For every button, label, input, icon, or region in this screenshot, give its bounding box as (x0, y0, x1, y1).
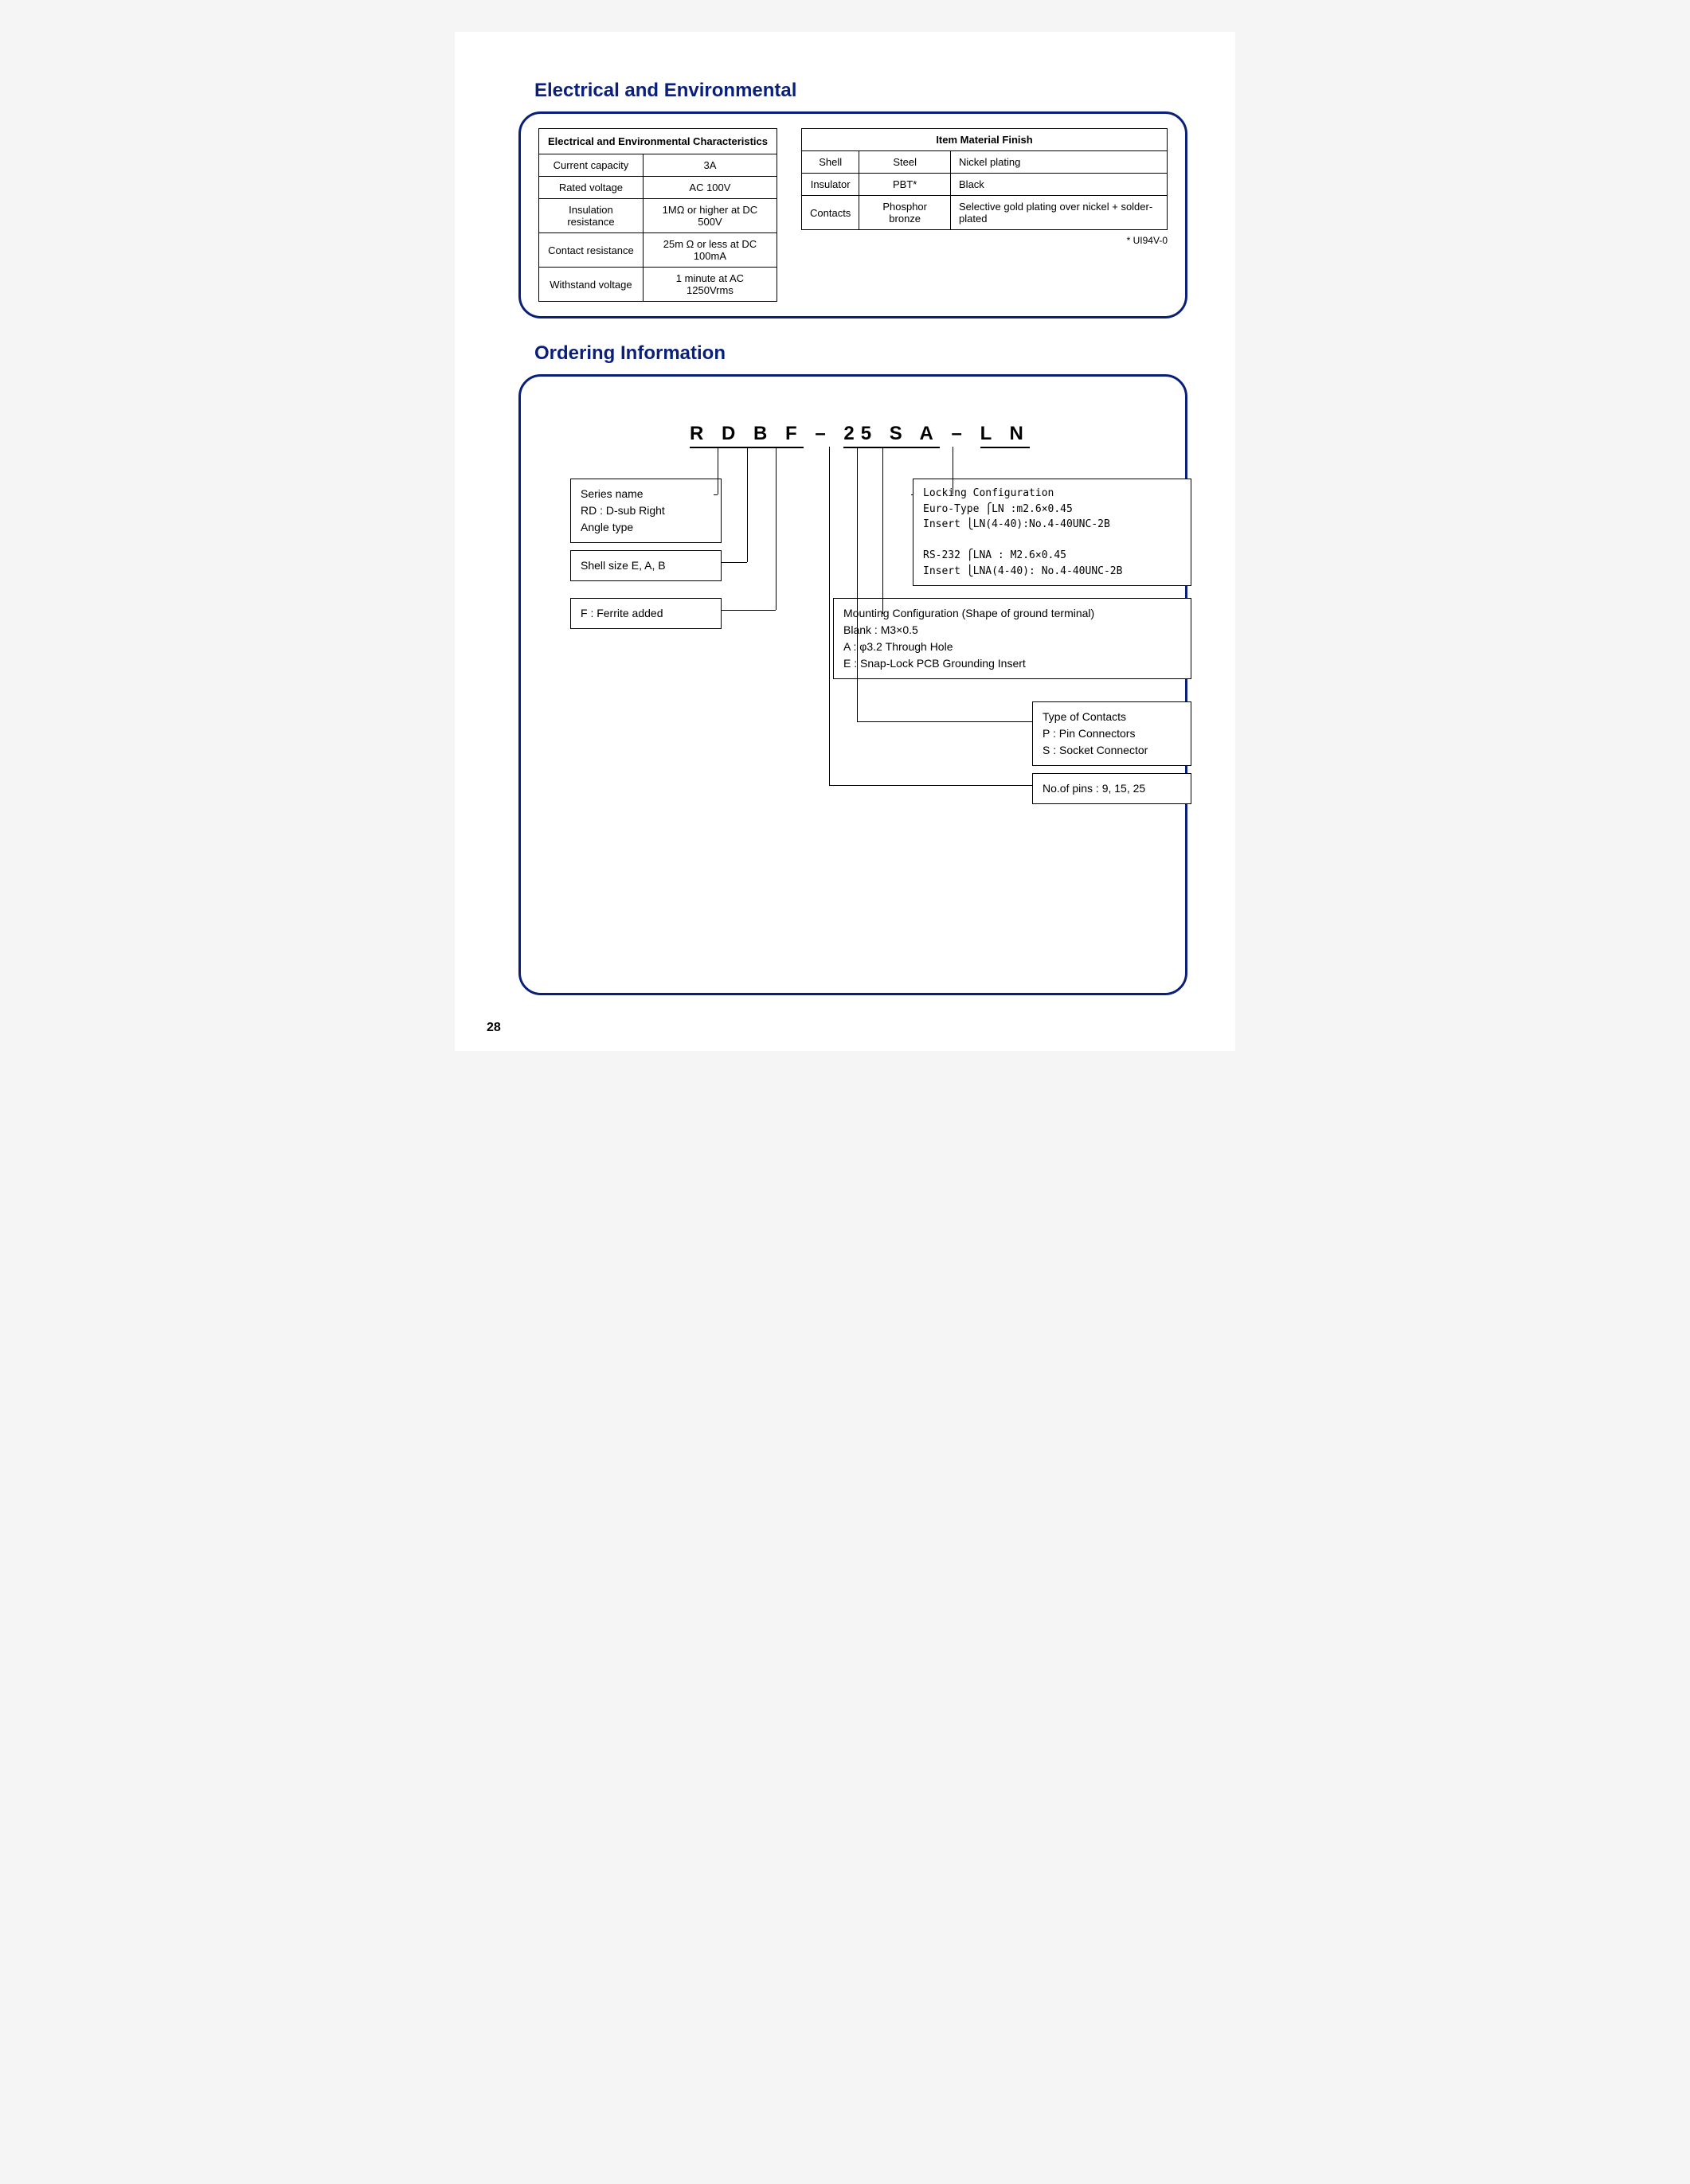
electrical-panel: Electrical and Environmental Characteris… (518, 111, 1187, 318)
pins-box: No.of pins : 9, 15, 25 (1032, 773, 1191, 804)
mounting-box: Mounting Configuration (Shape of ground … (833, 598, 1191, 679)
char-row-value: AC 100V (643, 177, 777, 199)
connector-line (829, 447, 830, 785)
finish-row-c1: Insulator (802, 174, 859, 196)
ordering-diagram: R D B F – 25 S A – L N Series name RD : … (538, 391, 1168, 901)
finish-row-c2: Phosphor bronze (859, 196, 951, 230)
code-dash: – (952, 423, 968, 445)
connector-line (714, 494, 718, 495)
connector-line (882, 447, 883, 614)
char-row-value: 1MΩ or higher at DC 500V (643, 199, 777, 233)
char-row-label: Insulation resistance (539, 199, 644, 233)
connector-line (722, 610, 776, 611)
contacts-box: Type of Contacts P : Pin Connectors S : … (1032, 701, 1191, 766)
section1-title: Electrical and Environmental (534, 80, 1187, 102)
connector-line (857, 721, 1032, 722)
ferrite-box: F : Ferrite added (570, 598, 722, 629)
code-suffix: L N (980, 423, 1030, 448)
finish-row-c3: Selective gold plating over nickel + sol… (951, 196, 1168, 230)
code-dash: – (815, 423, 831, 445)
connector-line (857, 447, 858, 721)
connector-line (722, 562, 747, 563)
ordering-panel: R D B F – 25 S A – L N Series name RD : … (518, 374, 1187, 995)
code-series: R D B F (690, 423, 804, 448)
connector-line (829, 785, 1032, 786)
finish-row-c3: Nickel plating (951, 151, 1168, 174)
char-row-value: 1 minute at AC 1250Vrms (643, 268, 777, 302)
part-number-code: R D B F – 25 S A – L N (690, 423, 1030, 448)
finish-row-c2: PBT* (859, 174, 951, 196)
finish-row-c2: Steel (859, 151, 951, 174)
characteristics-table: Electrical and Environmental Characteris… (538, 128, 777, 302)
char-row-value: 25m Ω or less at DC 100mA (643, 233, 777, 268)
char-row-label: Current capacity (539, 154, 644, 177)
section2-title: Ordering Information (534, 342, 1187, 365)
page-number: 28 (487, 1021, 501, 1035)
locking-box: Locking Configuration Euro-Type ⎧LN :m2.… (913, 479, 1191, 586)
char-table-header: Electrical and Environmental Characteris… (539, 129, 777, 154)
page: Electrical and Environmental Electrical … (455, 32, 1235, 1051)
connector-line (776, 447, 777, 610)
char-row-label: Rated voltage (539, 177, 644, 199)
code-middle: 25 S A (843, 423, 939, 448)
finish-row-c1: Shell (802, 151, 859, 174)
finish-footnote: * UI94V-0 (801, 235, 1168, 246)
connector-line (747, 447, 748, 562)
char-row-value: 3A (643, 154, 777, 177)
connector-line (911, 494, 913, 495)
char-row-label: Withstand voltage (539, 268, 644, 302)
char-row-label: Contact resistance (539, 233, 644, 268)
shell-box: Shell size E, A, B (570, 550, 722, 581)
finish-row-c1: Contacts (802, 196, 859, 230)
finish-table: Item Material Finish Shell Steel Nickel … (801, 128, 1168, 230)
finish-table-header: Item Material Finish (802, 129, 1168, 151)
finish-row-c3: Black (951, 174, 1168, 196)
series-box: Series name RD : D-sub Right Angle type (570, 479, 722, 543)
